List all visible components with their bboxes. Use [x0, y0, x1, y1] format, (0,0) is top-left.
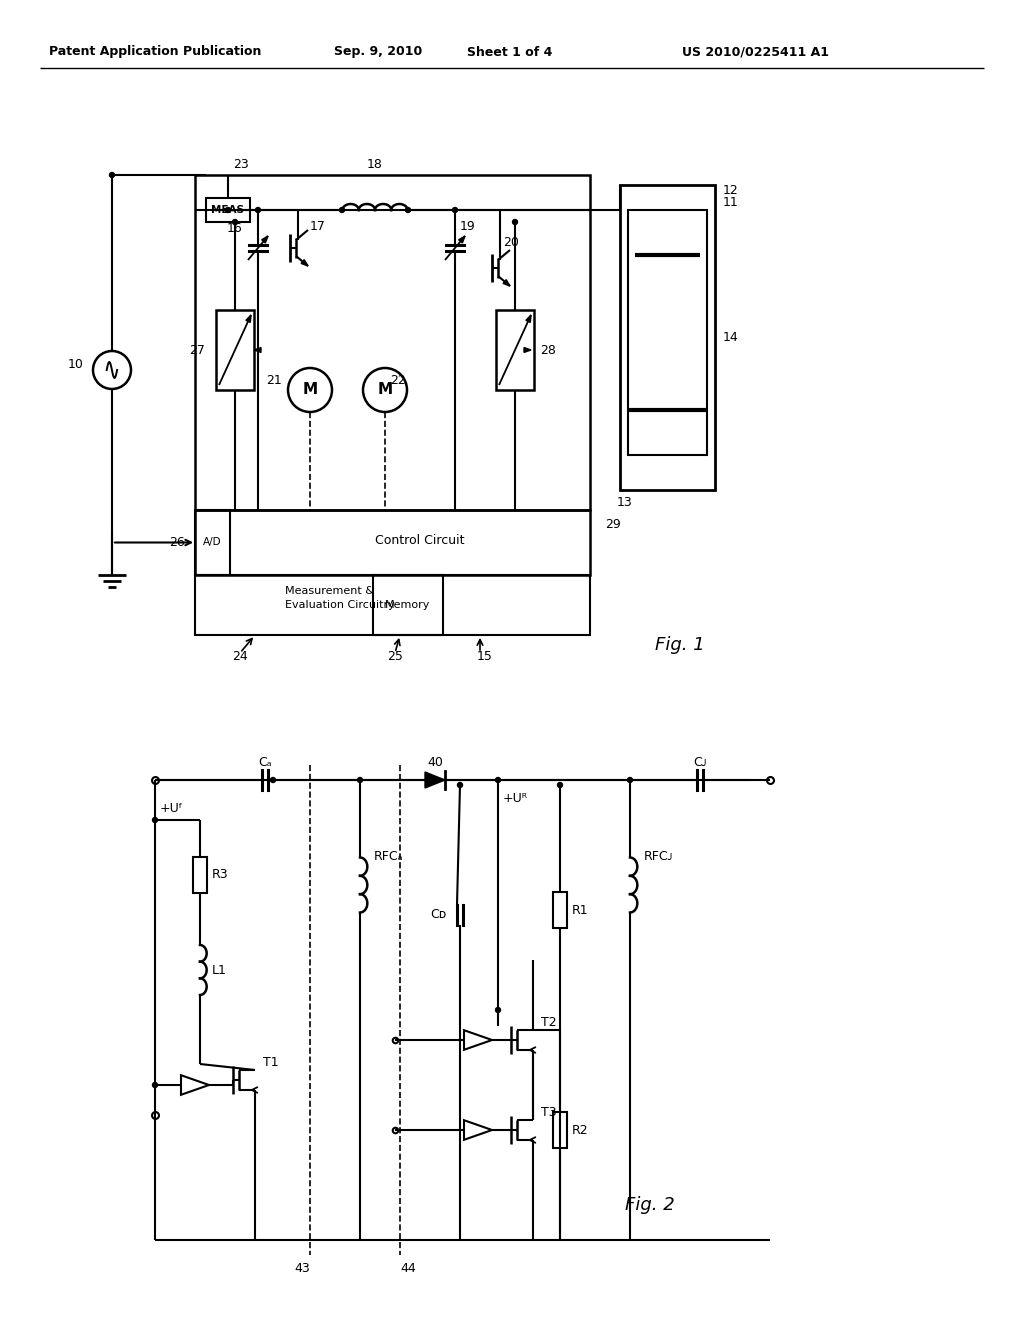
Polygon shape — [246, 315, 251, 322]
Text: MEAS: MEAS — [212, 205, 245, 215]
Bar — [553, 892, 567, 928]
Text: Sheet 1 of 4: Sheet 1 of 4 — [467, 45, 553, 58]
Text: 21: 21 — [266, 374, 282, 387]
Bar — [553, 1111, 567, 1148]
Text: T2: T2 — [541, 1015, 557, 1028]
Text: Cᴅ: Cᴅ — [430, 908, 446, 921]
Text: 28: 28 — [540, 343, 556, 356]
Circle shape — [357, 777, 362, 783]
Text: Cₐ: Cₐ — [258, 755, 271, 768]
Text: US 2010/0225411 A1: US 2010/0225411 A1 — [682, 45, 828, 58]
Bar — [216, 310, 254, 389]
Text: 13: 13 — [617, 495, 633, 508]
Circle shape — [256, 207, 260, 213]
Text: 19: 19 — [460, 219, 476, 232]
Text: M: M — [378, 383, 392, 397]
Bar — [620, 185, 715, 490]
Text: 20: 20 — [503, 236, 519, 249]
Bar — [496, 310, 534, 389]
Text: 25: 25 — [387, 651, 402, 664]
Circle shape — [270, 777, 275, 783]
Text: Control Circuit: Control Circuit — [375, 535, 465, 546]
Text: 27: 27 — [189, 343, 205, 356]
Bar — [373, 576, 443, 635]
Text: A/D: A/D — [203, 537, 221, 548]
Bar — [195, 176, 590, 510]
Text: 17: 17 — [310, 219, 326, 232]
Text: Memory: Memory — [385, 601, 431, 610]
Bar — [195, 510, 590, 576]
Text: +Uᴿ: +Uᴿ — [503, 792, 528, 804]
Circle shape — [225, 207, 230, 213]
Text: RFCₐ: RFCₐ — [374, 850, 403, 863]
Bar — [193, 857, 207, 894]
Text: M: M — [302, 383, 317, 397]
Text: 24: 24 — [232, 651, 248, 664]
Polygon shape — [254, 347, 261, 352]
Circle shape — [153, 1082, 158, 1088]
Text: 44: 44 — [400, 1262, 416, 1275]
Text: L1: L1 — [212, 964, 227, 977]
Bar — [206, 198, 250, 222]
Text: Fig. 2: Fig. 2 — [625, 1196, 675, 1214]
Circle shape — [557, 783, 562, 788]
Circle shape — [512, 219, 517, 224]
Text: T1: T1 — [263, 1056, 279, 1068]
Text: R3: R3 — [212, 869, 228, 882]
Text: Cᴊ: Cᴊ — [693, 755, 707, 768]
Circle shape — [406, 207, 411, 213]
Text: Evaluation Circuitry: Evaluation Circuitry — [285, 601, 394, 610]
Circle shape — [110, 173, 115, 177]
Circle shape — [232, 219, 238, 224]
Text: +Uᶠ: +Uᶠ — [160, 801, 183, 814]
Text: Patent Application Publication: Patent Application Publication — [49, 45, 261, 58]
Polygon shape — [262, 236, 268, 243]
Polygon shape — [301, 260, 308, 267]
Bar — [195, 576, 590, 635]
Circle shape — [153, 817, 158, 822]
Bar — [195, 510, 230, 576]
Text: Measurement &: Measurement & — [285, 586, 374, 597]
Polygon shape — [524, 347, 531, 352]
Circle shape — [340, 207, 344, 213]
Text: 43: 43 — [294, 1262, 310, 1275]
Bar — [628, 210, 707, 455]
Text: 16: 16 — [226, 222, 242, 235]
Text: R2: R2 — [572, 1123, 589, 1137]
Text: 18: 18 — [367, 158, 383, 172]
Text: 12: 12 — [723, 183, 738, 197]
Text: Sep. 9, 2010: Sep. 9, 2010 — [334, 45, 422, 58]
Text: 23: 23 — [233, 158, 249, 172]
Text: 15: 15 — [477, 651, 493, 664]
Text: Fig. 1: Fig. 1 — [655, 636, 705, 653]
Circle shape — [496, 777, 501, 783]
Circle shape — [628, 777, 633, 783]
Text: T3: T3 — [541, 1106, 557, 1118]
Polygon shape — [459, 236, 465, 243]
Text: 11: 11 — [723, 197, 738, 210]
Polygon shape — [526, 315, 531, 322]
Circle shape — [496, 1007, 501, 1012]
Polygon shape — [425, 772, 445, 788]
Text: 10: 10 — [69, 359, 84, 371]
Text: 26: 26 — [169, 536, 185, 549]
Polygon shape — [503, 280, 510, 286]
Circle shape — [458, 783, 463, 788]
Text: 22: 22 — [390, 374, 406, 387]
Text: R1: R1 — [572, 903, 589, 916]
Text: RFCᴊ: RFCᴊ — [644, 850, 674, 863]
Text: 40: 40 — [427, 755, 443, 768]
Circle shape — [453, 207, 458, 213]
Text: 29: 29 — [605, 519, 621, 532]
Text: 14: 14 — [723, 331, 738, 345]
